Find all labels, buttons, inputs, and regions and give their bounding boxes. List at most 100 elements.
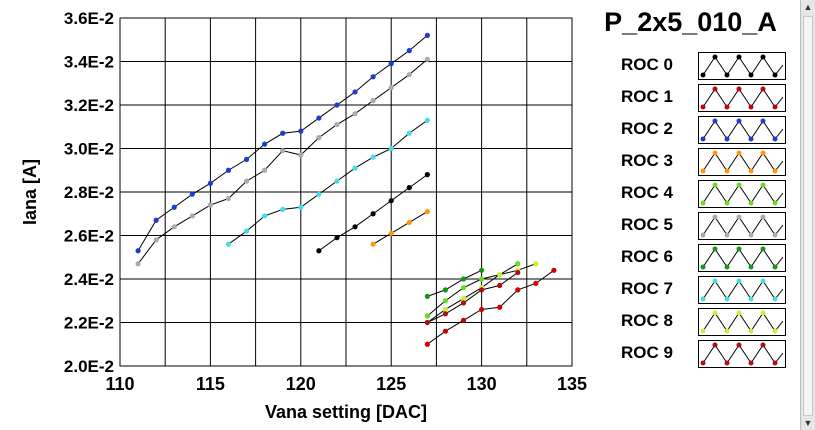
data-point <box>189 191 195 197</box>
data-point <box>424 56 430 62</box>
data-point <box>515 261 521 267</box>
data-point <box>370 154 376 160</box>
x-tick-label: 130 <box>467 374 497 394</box>
data-point <box>334 235 340 241</box>
y-tick-label: 3.4E-2 <box>64 53 114 72</box>
series-line <box>427 263 519 317</box>
series-line <box>427 272 519 323</box>
legend-label: ROC 1 <box>621 87 673 106</box>
data-point <box>370 98 376 104</box>
data-point <box>533 261 539 267</box>
legend-swatch-icon <box>698 340 786 368</box>
series-line <box>137 35 428 251</box>
data-point <box>479 276 485 282</box>
scroll-up-arrow-icon[interactable]: ▲ <box>803 2 813 12</box>
data-point <box>479 287 485 293</box>
data-point <box>515 269 521 276</box>
y-tick-label: 2.4E-2 <box>64 270 114 289</box>
data-point <box>189 213 195 219</box>
data-point <box>497 272 503 278</box>
legend-swatch-icon <box>698 308 786 336</box>
series-line <box>137 58 428 265</box>
data-point <box>262 141 268 147</box>
data-point <box>388 145 394 152</box>
y-tick-label: 2.6E-2 <box>64 227 114 246</box>
data-point <box>424 341 430 347</box>
legend-panel: ROC 0 ROC 1 ROC 2 ROC 3 ROC 4 ROC 5 ROC 6 ROC 7… <box>596 46 796 368</box>
data-point <box>479 306 485 313</box>
scroll-down-arrow-icon[interactable]: ▼ <box>803 418 813 428</box>
data-point <box>460 285 467 291</box>
chart-grid <box>119 17 573 367</box>
data-point <box>243 156 250 162</box>
vertical-scrollbar[interactable]: ▲ ▼ <box>800 0 815 430</box>
series-roc-1 <box>424 267 557 347</box>
legend-label: ROC 4 <box>621 183 673 202</box>
legend-label: ROC 3 <box>621 151 673 170</box>
data-point <box>207 180 213 186</box>
legend-label: ROC 5 <box>621 215 673 234</box>
data-point <box>225 195 232 202</box>
series-roc-4 <box>424 261 521 319</box>
series-line <box>427 269 555 345</box>
data-point <box>370 241 376 247</box>
data-point <box>388 198 394 204</box>
data-point <box>135 248 141 254</box>
x-axis-label: Vana setting [DAC] <box>265 402 427 422</box>
data-point <box>352 111 358 117</box>
legend-item: ROC 7 <box>596 275 796 304</box>
legend-item: ROC 9 <box>596 339 796 368</box>
series-roc-2 <box>135 32 430 254</box>
data-point <box>370 74 376 80</box>
data-point <box>406 219 412 226</box>
data-point <box>280 206 286 212</box>
series-line <box>228 119 428 245</box>
legend-swatch-icon <box>698 148 786 176</box>
chart-title: P_2x5_010_A <box>604 7 777 37</box>
data-point <box>334 102 340 108</box>
y-tick-label: 2.2E-2 <box>64 314 114 333</box>
y-axis-label: Iana [A] <box>20 159 40 225</box>
data-point <box>406 71 412 78</box>
data-point <box>479 267 485 273</box>
data-point <box>406 185 412 191</box>
x-tick-label: 125 <box>376 374 406 394</box>
legend-item: ROC 1 <box>596 83 796 112</box>
data-point <box>424 208 430 215</box>
legend-swatch-icon <box>698 84 786 112</box>
series-roc-5 <box>135 56 430 267</box>
legend-item: ROC 5 <box>596 211 796 240</box>
series-roc-9 <box>424 269 521 326</box>
legend-swatch-icon <box>698 276 786 304</box>
data-point <box>460 295 467 302</box>
data-point <box>280 130 286 136</box>
x-tick-label: 115 <box>196 374 225 394</box>
data-point <box>243 178 250 184</box>
data-point <box>442 306 449 313</box>
legend-item: ROC 6 <box>596 243 796 272</box>
data-point <box>424 32 430 39</box>
data-point <box>135 261 141 267</box>
data-point <box>352 165 358 171</box>
data-point <box>262 213 268 219</box>
data-point <box>334 178 340 184</box>
scroll-thumb[interactable] <box>803 16 813 416</box>
data-point <box>298 128 304 134</box>
data-point <box>153 217 159 223</box>
legend-swatch-icon <box>698 116 786 144</box>
plot-frame <box>119 17 573 367</box>
x-tick-label: 135 <box>557 374 587 394</box>
data-point <box>388 230 394 236</box>
data-point <box>424 313 430 319</box>
data-point <box>262 167 268 173</box>
data-point <box>316 135 322 141</box>
data-point <box>370 211 376 217</box>
data-point <box>280 148 286 154</box>
data-point <box>207 202 213 208</box>
legend-label: ROC 7 <box>621 279 673 298</box>
y-tick-label: 2.8E-2 <box>64 183 114 202</box>
series-roc-0 <box>316 172 430 254</box>
y-axis-ticks: 2.0E-2 2.2E-2 2.4E-2 2.6E-2 2.8E-2 3.0E-2 3.2E… <box>64 9 114 376</box>
x-tick-label: 120 <box>286 374 316 394</box>
